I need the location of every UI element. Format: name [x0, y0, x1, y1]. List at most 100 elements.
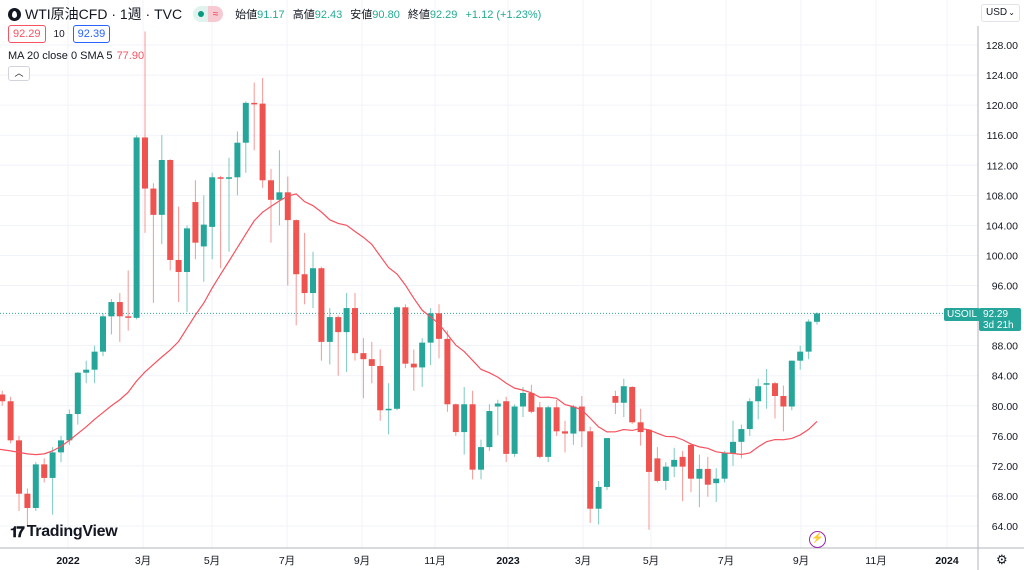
candle-body	[746, 401, 753, 430]
candle-body	[360, 353, 367, 360]
candle-body	[805, 321, 812, 352]
candle-body	[217, 177, 224, 179]
candle	[679, 450, 686, 502]
last-price-badge: 92.29 3d 21h	[979, 308, 1021, 331]
candle	[562, 420, 568, 453]
candle	[780, 385, 787, 432]
candle	[91, 345, 98, 384]
candle	[32, 462, 39, 511]
candle	[352, 293, 358, 361]
candle	[318, 266, 325, 361]
candle-body	[74, 372, 81, 415]
y-tick-label: 104.00	[986, 220, 1018, 232]
candle-body	[259, 103, 266, 181]
ohlc-values: 始値91.17 高値92.43 安値90.80 終値92.29 +1.12 (+…	[235, 9, 542, 21]
candle	[604, 438, 610, 490]
candle	[158, 135, 165, 245]
candle-body	[0, 394, 6, 402]
x-tick-label: 3月	[135, 555, 151, 567]
collapse-legend-button[interactable]: ︿	[8, 66, 30, 81]
symbol-title[interactable]: WTI原油CFD · 1週 · TVC	[25, 6, 183, 22]
candle	[738, 424, 745, 459]
candle	[746, 398, 753, 436]
candle-body	[629, 386, 636, 423]
candle-body	[772, 383, 778, 396]
candle-body	[444, 338, 451, 405]
candle-body	[646, 429, 652, 472]
candle-body	[91, 351, 98, 370]
candle-body	[478, 447, 484, 470]
candle	[486, 404, 493, 451]
y-tick-label: 80.00	[992, 401, 1018, 413]
candle-body	[738, 429, 745, 442]
settings-gear-icon[interactable]: ⚙	[996, 552, 1008, 567]
ma-indicator-legend[interactable]: MA 20 close 0 SMA 5 77.90	[8, 50, 144, 62]
candle-body	[200, 224, 207, 247]
candle-body	[301, 274, 308, 294]
oil-drop-icon	[8, 7, 21, 21]
candle-body	[730, 441, 736, 454]
candle-body	[284, 192, 291, 221]
candle	[578, 395, 585, 448]
candle-body	[469, 404, 476, 470]
candle-body	[553, 407, 560, 432]
market-status-pill[interactable]: ≈	[193, 6, 224, 22]
candle	[360, 338, 367, 399]
candle	[520, 386, 526, 418]
candle-body	[268, 180, 274, 200]
candle	[377, 349, 384, 421]
candle-body	[276, 192, 283, 200]
candle	[259, 78, 266, 188]
candle	[528, 384, 535, 414]
candle-body	[763, 383, 770, 385]
candle	[671, 447, 678, 478]
candle	[49, 447, 56, 515]
candle-body	[251, 102, 258, 105]
candle-body	[66, 414, 73, 441]
brand-name: TradingView	[26, 523, 118, 540]
candle-body	[192, 202, 199, 243]
buy-button[interactable]: 92.39	[72, 25, 111, 43]
candle-body	[293, 220, 300, 275]
candle-body	[494, 403, 501, 407]
candle	[394, 306, 400, 411]
candle-body	[116, 302, 123, 317]
candle	[284, 176, 291, 286]
candle-body	[100, 316, 106, 352]
candle	[58, 435, 64, 463]
candle-body	[234, 142, 241, 178]
candle-body	[797, 351, 804, 361]
tradingview-logo[interactable]: 𝟏𝟕 TradingView	[10, 523, 118, 541]
candle	[7, 396, 14, 444]
lightning-icon[interactable]: ⚡	[809, 531, 826, 548]
candle-body	[662, 466, 669, 481]
trade-panel: 92.29 10 92.39	[8, 25, 111, 43]
candle	[175, 206, 182, 303]
candle-body	[604, 438, 610, 487]
chevron-up-icon: ︿	[14, 68, 24, 78]
candle-body	[24, 493, 31, 508]
candle	[620, 378, 627, 418]
candle	[654, 447, 661, 483]
candle	[184, 225, 190, 312]
candle	[553, 399, 560, 436]
sell-button[interactable]: 92.29	[8, 25, 46, 43]
candle	[662, 462, 669, 490]
candle-body	[377, 365, 384, 411]
candle-body	[108, 302, 115, 317]
candle	[570, 405, 577, 445]
y-tick-label: 76.00	[992, 431, 1018, 443]
symbol-price-tag: USOIL	[944, 308, 981, 321]
candle	[545, 405, 552, 463]
candle-body	[394, 307, 400, 409]
candle	[142, 31, 148, 233]
currency-dropdown[interactable]: USD ⌄	[981, 4, 1020, 22]
x-tick-label: 2023	[496, 555, 520, 567]
candle	[402, 304, 409, 369]
y-tick-label: 128.00	[986, 40, 1018, 52]
y-tick-label: 88.00	[992, 341, 1018, 353]
candle-body	[335, 317, 342, 333]
candle	[788, 360, 795, 411]
candle-body	[671, 459, 678, 467]
